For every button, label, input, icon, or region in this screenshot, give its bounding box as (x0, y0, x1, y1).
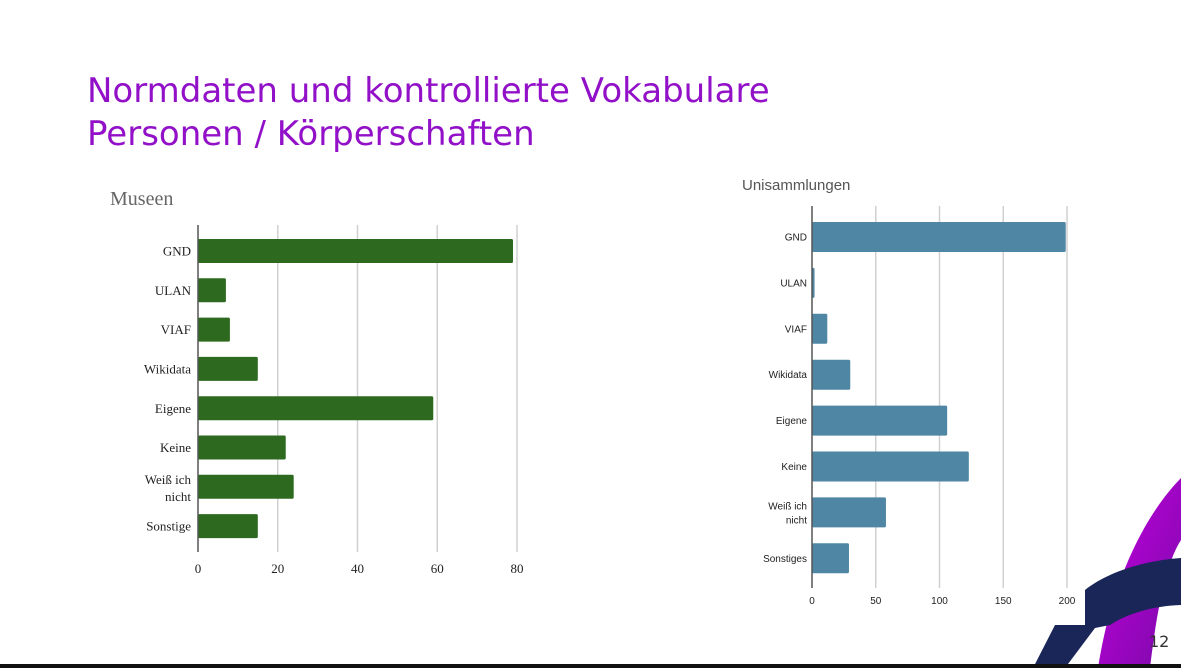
bar-wikidata (198, 356, 258, 381)
bottom-border (0, 664, 1181, 668)
slide-title-line-2: Personen / Körperschaften (87, 114, 535, 154)
bar-wei-ich-nicht (812, 497, 886, 528)
bar-wei-ich-nicht (198, 474, 294, 499)
bar-keine (812, 451, 969, 482)
slide-title-line-1: Normdaten und kontrollierte Vokabulare (87, 71, 770, 111)
decorative-ribbon (1033, 478, 1181, 668)
x-tick-label: 60 (431, 561, 444, 576)
x-tick-label: 40 (351, 561, 364, 576)
slide-title: Normdaten und kontrollierte Vokabulare P… (87, 70, 770, 156)
bar-wikidata (812, 359, 851, 390)
bar-viaf (198, 317, 230, 342)
category-label: Weiß ich (768, 501, 807, 512)
bar-viaf (812, 313, 828, 344)
category-label: Keine (781, 462, 807, 473)
x-tick-label: 100 (931, 596, 948, 607)
chart-title: Museen (110, 188, 173, 210)
category-label: Wikidata (769, 370, 808, 381)
x-tick-label: 200 (1059, 596, 1076, 607)
category-label: VIAF (161, 322, 191, 337)
category-label: Eigene (155, 401, 191, 416)
bar-eigene (198, 396, 434, 421)
category-label: Wikidata (144, 361, 191, 376)
chart-title: Unisammlungen (742, 177, 850, 194)
category-label: nicht (165, 489, 191, 504)
x-tick-label: 0 (195, 561, 202, 576)
x-tick-label: 80 (511, 561, 524, 576)
bar-sonstige (198, 514, 258, 539)
category-label: GND (163, 244, 191, 259)
x-tick-label: 50 (870, 596, 882, 607)
bar-keine (198, 435, 286, 460)
x-tick-label: 20 (271, 561, 284, 576)
bar-eigene (812, 405, 948, 436)
bar-gnd (812, 222, 1066, 252)
page-number: 12 (1149, 632, 1170, 651)
bar-gnd (198, 239, 514, 263)
category-label: Eigene (776, 416, 808, 427)
category-label: Weiß ich (145, 472, 192, 487)
x-tick-label: 0 (809, 596, 815, 607)
category-label: VIAF (785, 324, 807, 335)
category-label: Sonstige (146, 519, 191, 534)
category-label: ULAN (780, 278, 807, 289)
category-label: Keine (160, 440, 191, 455)
category-label: GND (785, 233, 807, 244)
bar-sonstiges (812, 543, 849, 574)
category-label: Sonstiges (763, 554, 807, 565)
category-label: nicht (786, 515, 807, 526)
bar-ulan (198, 278, 226, 303)
category-label: ULAN (155, 283, 192, 298)
x-tick-label: 150 (995, 596, 1012, 607)
